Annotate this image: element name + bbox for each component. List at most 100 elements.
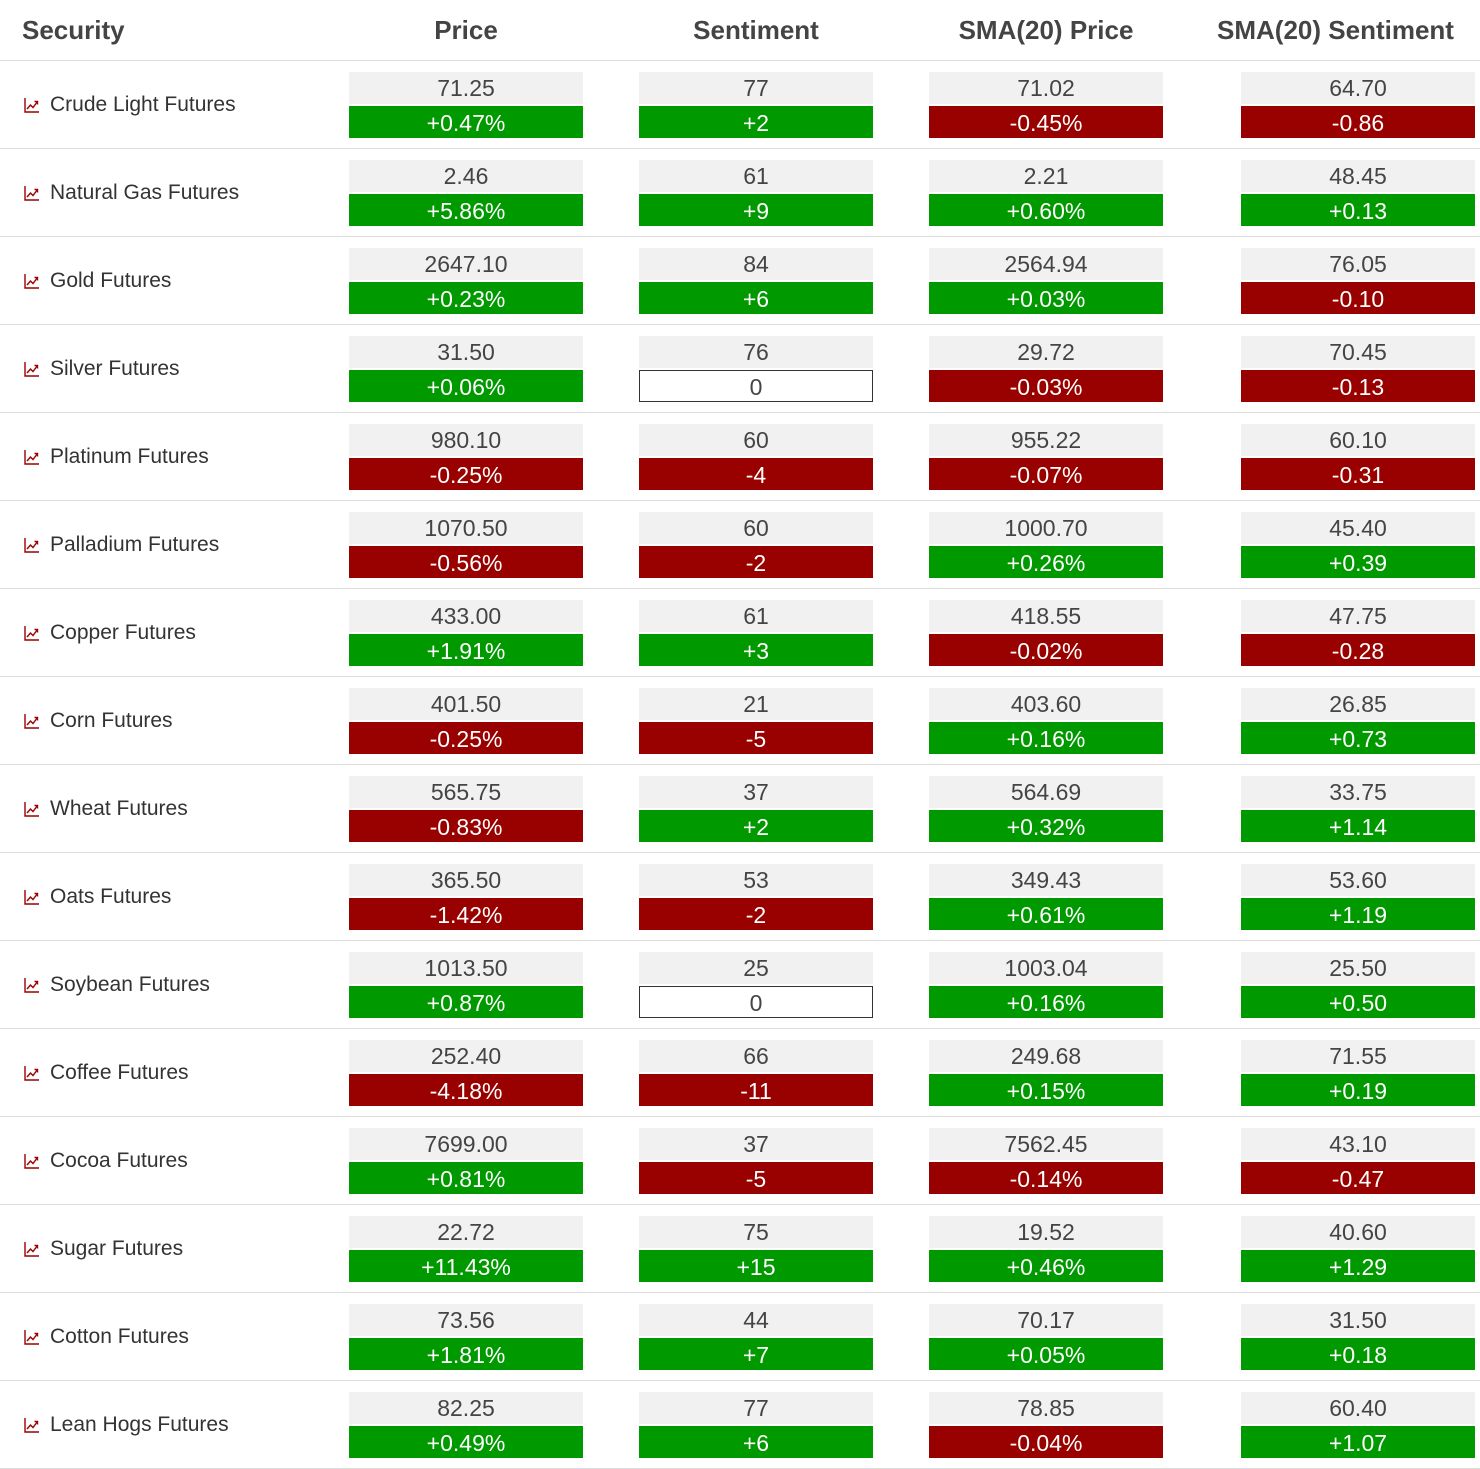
sma-price-pair: 19.52 +0.46% [929, 1215, 1163, 1282]
sma-sentiment-cell: 43.10 -0.47 [1191, 1116, 1480, 1205]
security-cell: Crude Light Futures [0, 60, 321, 149]
security-name[interactable]: Oats Futures [50, 884, 172, 908]
sma-sentiment-change: +0.39 [1241, 545, 1475, 578]
table-row: Crude Light Futures 71.25 +0.47% 77 +2 7… [0, 60, 1480, 149]
sma-sentiment-value: 26.85 [1241, 687, 1475, 720]
price-value: 365.50 [349, 863, 583, 896]
security-name[interactable]: Coffee Futures [50, 1060, 189, 1084]
security-cell: Coffee Futures [0, 1028, 321, 1117]
security-name[interactable]: Cocoa Futures [50, 1148, 188, 1172]
line-chart-icon[interactable] [24, 801, 40, 817]
line-chart-icon[interactable] [24, 449, 40, 465]
security-name[interactable]: Cotton Futures [50, 1324, 189, 1348]
security-name[interactable]: Lean Hogs Futures [50, 1412, 229, 1436]
sma-sentiment-cell: 33.75 +1.14 [1191, 764, 1480, 853]
sentiment-value: 21 [639, 687, 873, 720]
security-name[interactable]: Sugar Futures [50, 1236, 184, 1260]
price-value: 980.10 [349, 423, 583, 456]
price-change: +11.43% [349, 1249, 583, 1282]
security-name[interactable]: Natural Gas Futures [50, 180, 240, 204]
line-chart-icon[interactable] [24, 273, 40, 289]
sentiment-cell: 77 +2 [611, 60, 901, 149]
sentiment-change: -5 [639, 1161, 873, 1194]
line-chart-icon[interactable] [24, 889, 40, 905]
sentiment-change: +3 [639, 633, 873, 666]
sma-price-change: +0.32% [929, 809, 1163, 842]
price-pair: 2647.10 +0.23% [349, 247, 583, 314]
sma-price-cell: 71.02 -0.45% [901, 60, 1191, 149]
price-cell: 1070.50 -0.56% [321, 500, 611, 589]
line-chart-icon[interactable] [24, 713, 40, 729]
security-cell: Platinum Futures [0, 412, 321, 501]
security-name[interactable]: Crude Light Futures [50, 92, 236, 116]
security-name[interactable]: Wheat Futures [50, 796, 188, 820]
line-chart-icon[interactable] [24, 977, 40, 993]
price-value: 565.75 [349, 775, 583, 808]
sentiment-cell: 84 +6 [611, 236, 901, 325]
sma-sentiment-pair: 43.10 -0.47 [1241, 1127, 1475, 1194]
price-value: 22.72 [349, 1215, 583, 1248]
price-cell: 565.75 -0.83% [321, 764, 611, 853]
security-name[interactable]: Gold Futures [50, 268, 172, 292]
price-change: +0.49% [349, 1425, 583, 1458]
sentiment-change: -5 [639, 721, 873, 754]
price-change: +5.86% [349, 193, 583, 226]
line-chart-icon[interactable] [24, 185, 40, 201]
price-change: -0.25% [349, 457, 583, 490]
sma-price-value: 249.68 [929, 1039, 1163, 1072]
sentiment-change: +6 [639, 281, 873, 314]
line-chart-icon[interactable] [24, 625, 40, 641]
sma-sentiment-change: -0.13 [1241, 369, 1475, 402]
sma-sentiment-change: -0.28 [1241, 633, 1475, 666]
price-value: 2.46 [349, 159, 583, 192]
sma-price-cell: 7562.45 -0.14% [901, 1116, 1191, 1205]
sma-sentiment-cell: 64.70 -0.86 [1191, 60, 1480, 149]
line-chart-icon[interactable] [24, 1329, 40, 1345]
sma-sentiment-value: 47.75 [1241, 599, 1475, 632]
sma-price-cell: 70.17 +0.05% [901, 1292, 1191, 1381]
sma-sentiment-pair: 64.70 -0.86 [1241, 71, 1475, 138]
sentiment-change: +2 [639, 809, 873, 842]
sma-price-change: -0.14% [929, 1161, 1163, 1194]
security-name[interactable]: Silver Futures [50, 356, 180, 380]
security-name[interactable]: Copper Futures [50, 620, 196, 644]
price-pair: 1070.50 -0.56% [349, 511, 583, 578]
header-sentiment: Sentiment [611, 0, 901, 61]
security-name[interactable]: Soybean Futures [50, 972, 210, 996]
price-value: 1013.50 [349, 951, 583, 984]
sma-sentiment-value: 48.45 [1241, 159, 1475, 192]
sma-price-cell: 955.22 -0.07% [901, 412, 1191, 501]
table-row: Cocoa Futures 7699.00 +0.81% 37 -5 7562.… [0, 1116, 1480, 1205]
sma-price-change: +0.15% [929, 1073, 1163, 1106]
line-chart-icon[interactable] [24, 1153, 40, 1169]
line-chart-icon[interactable] [24, 537, 40, 553]
price-value: 252.40 [349, 1039, 583, 1072]
security-name[interactable]: Platinum Futures [50, 444, 209, 468]
price-pair: 82.25 +0.49% [349, 1391, 583, 1458]
sentiment-value: 37 [639, 1127, 873, 1160]
sentiment-change: -4 [639, 457, 873, 490]
security-wrap: Crude Light Futures [24, 93, 321, 117]
security-name[interactable]: Palladium Futures [50, 532, 220, 556]
security-cell: Gold Futures [0, 236, 321, 325]
security-wrap: Cotton Futures [24, 1325, 321, 1349]
price-value: 1070.50 [349, 511, 583, 544]
security-wrap: Gold Futures [24, 269, 321, 293]
sma-price-cell: 19.52 +0.46% [901, 1204, 1191, 1293]
line-chart-icon[interactable] [24, 1417, 40, 1433]
security-name[interactable]: Corn Futures [50, 708, 173, 732]
sentiment-pair: 25 0 [639, 951, 873, 1018]
table-body: Crude Light Futures 71.25 +0.47% 77 +2 7… [0, 60, 1480, 1469]
line-chart-icon[interactable] [24, 361, 40, 377]
line-chart-icon[interactable] [24, 1241, 40, 1257]
line-chart-icon[interactable] [24, 97, 40, 113]
table-row: Coffee Futures 252.40 -4.18% 66 -11 249.… [0, 1028, 1480, 1117]
sentiment-cell: 77 +6 [611, 1380, 901, 1469]
sma-price-value: 1000.70 [929, 511, 1163, 544]
line-chart-icon[interactable] [24, 1065, 40, 1081]
sentiment-pair: 77 +6 [639, 1391, 873, 1458]
sma-sentiment-change: +0.13 [1241, 193, 1475, 226]
security-wrap: Platinum Futures [24, 445, 321, 469]
sma-price-change: +0.03% [929, 281, 1163, 314]
sentiment-cell: 60 -2 [611, 500, 901, 589]
